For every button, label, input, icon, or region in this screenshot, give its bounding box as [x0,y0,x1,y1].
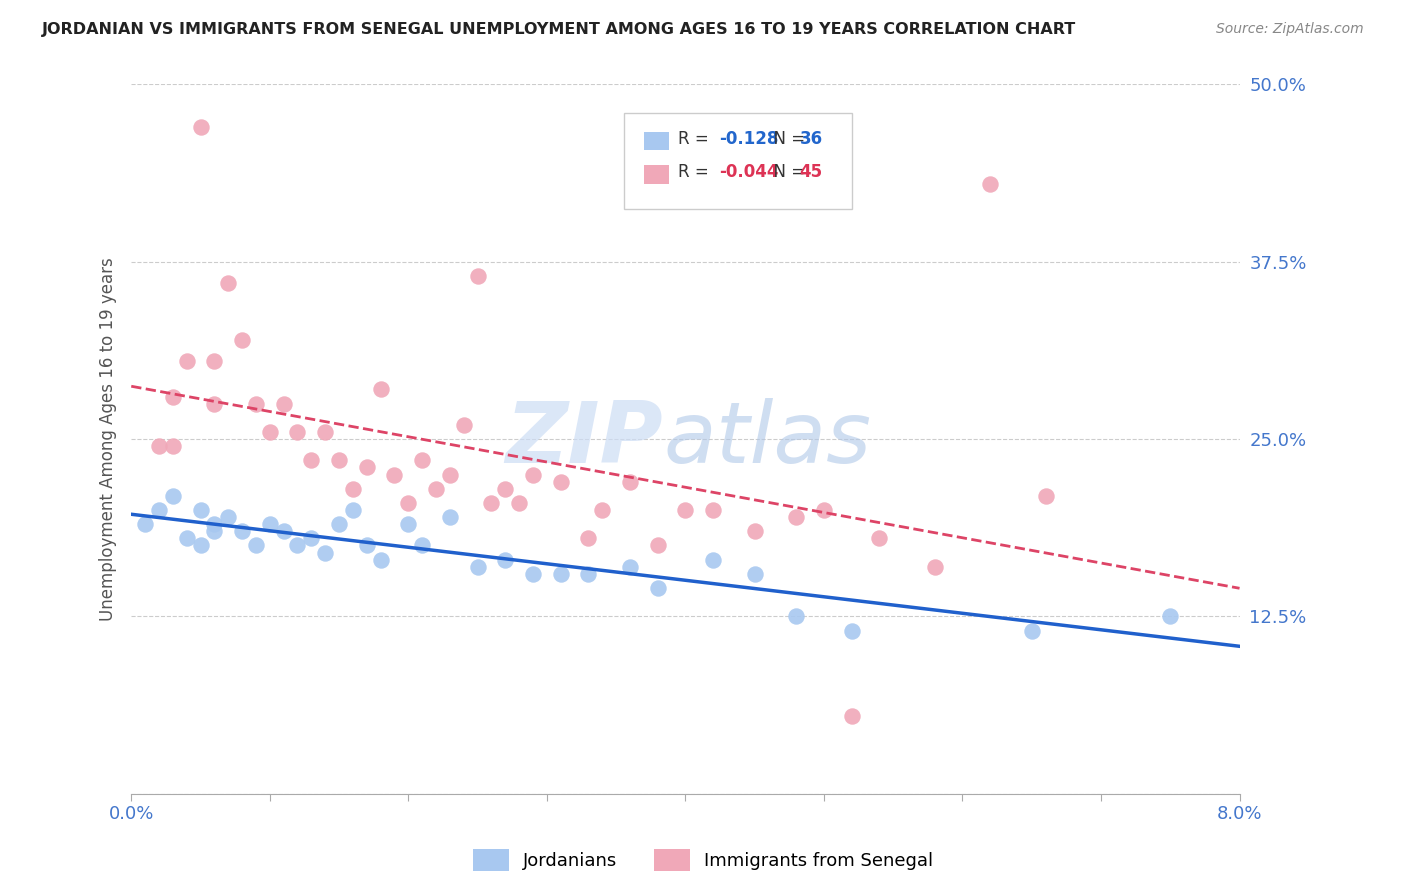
Point [356,460,378,475]
Text: R =: R = [678,162,714,181]
FancyBboxPatch shape [644,132,669,151]
Point [673,503,696,517]
Point [1021,624,1043,638]
Text: ZIP: ZIP [506,398,664,481]
Point [259,425,281,439]
Point [439,467,461,482]
Point [190,120,212,134]
Point [785,510,807,524]
Point [328,517,350,532]
Point [356,538,378,552]
Point [162,390,184,404]
Point [299,453,322,467]
Text: -0.128: -0.128 [718,130,778,148]
Point [396,496,419,510]
Point [744,566,766,581]
Point [287,538,309,552]
Point [134,517,156,532]
Point [508,496,530,510]
Point [370,383,392,397]
Point [522,566,544,581]
Point [439,510,461,524]
Point [494,552,516,566]
Point [328,453,350,467]
Point [273,524,295,539]
Point [162,489,184,503]
Point [314,425,336,439]
Point [481,496,503,510]
Point [702,552,724,566]
Point [259,517,281,532]
Text: Source: ZipAtlas.com: Source: ZipAtlas.com [1216,22,1364,37]
Point [148,439,170,453]
Point [273,396,295,410]
Text: R =: R = [678,130,714,148]
Point [522,467,544,482]
Point [190,538,212,552]
Point [425,482,447,496]
Point [1035,489,1057,503]
Point [1159,609,1181,624]
Point [619,475,641,489]
Point [287,425,309,439]
Point [148,503,170,517]
Point [190,503,212,517]
Point [314,545,336,559]
Point [231,524,253,539]
Point [702,503,724,517]
Text: JORDANIAN VS IMMIGRANTS FROM SENEGAL UNEMPLOYMENT AMONG AGES 16 TO 19 YEARS CORR: JORDANIAN VS IMMIGRANTS FROM SENEGAL UNE… [42,22,1077,37]
Point [202,524,225,539]
Point [647,538,669,552]
Point [370,552,392,566]
Point [744,524,766,539]
Point [202,517,225,532]
Point [245,538,267,552]
Legend: Jordanians, Immigrants from Senegal: Jordanians, Immigrants from Senegal [465,842,941,879]
Text: 45: 45 [800,162,823,181]
Point [578,532,600,546]
Point [217,510,239,524]
Point [162,439,184,453]
Point [979,177,1001,191]
Point [591,503,613,517]
Point [467,559,489,574]
Point [841,708,863,723]
FancyBboxPatch shape [644,165,669,184]
Point [494,482,516,496]
Text: atlas: atlas [664,398,872,481]
Text: 36: 36 [800,130,823,148]
Point [342,482,364,496]
Text: -0.044: -0.044 [718,162,778,181]
Point [231,333,253,347]
Text: N =: N = [763,130,810,148]
Point [785,609,807,624]
Point [396,517,419,532]
Point [924,559,946,574]
Point [176,532,198,546]
Point [550,475,572,489]
Point [868,532,890,546]
Text: N =: N = [763,162,810,181]
Point [384,467,406,482]
Point [453,417,475,432]
Point [647,581,669,595]
Point [619,559,641,574]
Point [342,503,364,517]
Point [467,268,489,283]
Point [245,396,267,410]
Point [813,503,835,517]
Point [550,566,572,581]
Point [202,396,225,410]
FancyBboxPatch shape [624,112,852,209]
Point [217,276,239,290]
Point [578,566,600,581]
Point [841,624,863,638]
Point [299,532,322,546]
Point [411,538,433,552]
Point [202,354,225,368]
Y-axis label: Unemployment Among Ages 16 to 19 years: Unemployment Among Ages 16 to 19 years [100,257,117,621]
Point [176,354,198,368]
Point [411,453,433,467]
